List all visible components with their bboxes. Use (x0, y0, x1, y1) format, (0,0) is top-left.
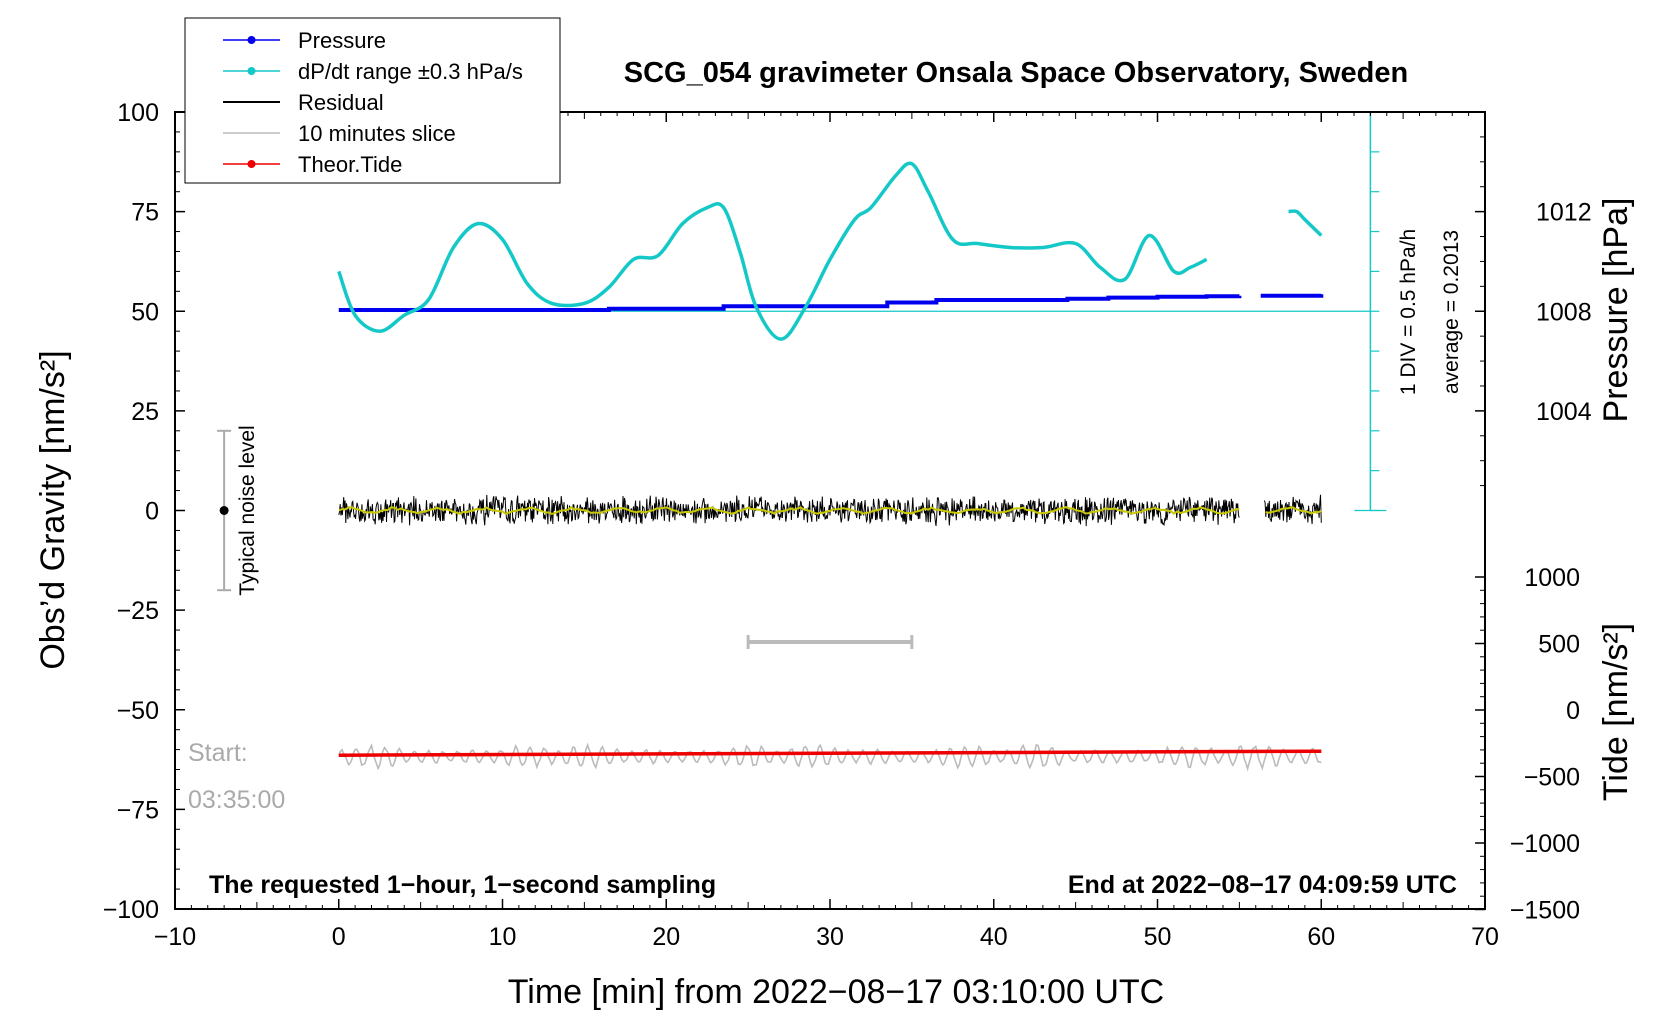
x-tick-label: 70 (1471, 923, 1499, 951)
chart-title: SCG_054 gravimeter Onsala Space Observat… (624, 57, 1408, 89)
tide-series-line (338, 749, 1322, 757)
end-time-note: End at 2022−08−17 04:09:59 UTC (1068, 871, 1457, 899)
y-tick-label: 75 (131, 199, 159, 227)
y-tick-label: −100 (103, 896, 159, 924)
x-tick-label: 40 (980, 923, 1008, 951)
residual-smoothed-line (338, 506, 1322, 515)
series-layer (337, 161, 1324, 772)
sampling-note: The requested 1−hour, 1−second sampling (209, 871, 716, 899)
legend-marker (247, 36, 256, 44)
dpdt-scale-label-1: 1 DIV = 0.5 hPa/h (1397, 229, 1420, 395)
annotation-layer: 1 DIV = 0.5 hPa/h average = 0.2013 Typical… (217, 229, 1463, 650)
legend-entries: Pressure dP/dt range ±0.3 hPa/s Residual 10… (223, 28, 523, 177)
x-tick-label: 0 (332, 923, 346, 951)
y-tick-label: −75 (117, 796, 159, 824)
tide-tick-label: −1000 (1510, 830, 1580, 858)
dpdt-scale-label-2: average = 0.2013 (1440, 230, 1463, 394)
y-tick-label: −50 (117, 697, 159, 725)
tide-tick-label: 1000 (1524, 564, 1580, 592)
tide-axis-title: Tide [nm/s²] (1597, 623, 1635, 801)
pressure-axis-title: Pressure [hPa] (1597, 198, 1635, 423)
legend-box (184, 17, 561, 184)
tide-tick-label: −500 (1524, 764, 1580, 792)
dpdt-series-line-segment-2 (1288, 209, 1323, 237)
pressure-tick-label: 1008 (1536, 298, 1592, 326)
x-tick-label: 10 (489, 923, 517, 951)
x-axis-title: Time [min] from 2022−08−17 03:10:00 UTC (508, 973, 1164, 1011)
y-tick-label: 25 (131, 398, 159, 426)
legend-label: dP/dt range ±0.3 hPa/s (298, 59, 523, 84)
x-tick-label: 60 (1307, 923, 1335, 951)
y-tick-label: 100 (117, 99, 159, 127)
slice-series-line (338, 742, 1322, 772)
start-label: Start: (188, 739, 248, 767)
y-tick-label: 0 (145, 498, 159, 526)
tide-tick-label: −1500 (1510, 897, 1580, 925)
ticks-layer: −10 0 10 20 30 40 50 60 701007550250−25−50−75−10… (103, 99, 1592, 951)
x-tick-label: 20 (652, 923, 680, 951)
tide-tick-label: 0 (1566, 697, 1580, 725)
legend: Pressure dP/dt range ±0.3 hPa/s Residual 10… (184, 17, 561, 184)
x-tick-label: 50 (1144, 923, 1172, 951)
legend-label: Theor.Tide (298, 152, 402, 177)
legend-label: Residual (298, 90, 384, 115)
legend-marker (247, 67, 256, 75)
legend-label: Pressure (298, 28, 386, 53)
noise-bar-label: Typical noise level (236, 425, 259, 595)
pressure-series-line (338, 293, 1324, 312)
pressure-tick-label: 1012 (1536, 199, 1592, 227)
tide-tick-label: 500 (1538, 631, 1580, 659)
y-axis-left-title: Obs’d Gravity [nm/s²] (34, 350, 72, 669)
noise-bar-center (219, 506, 229, 515)
y-tick-label: 50 (131, 298, 159, 326)
start-time: 03:35:00 (188, 786, 285, 814)
y-tick-label: −25 (117, 597, 159, 625)
legend-marker (247, 160, 256, 168)
pressure-tick-label: 1004 (1536, 398, 1592, 426)
dpdt-series-line (337, 161, 1208, 341)
x-tick-label: 30 (816, 923, 844, 951)
legend-label: 10 minutes slice (298, 121, 456, 146)
x-tick-label: −10 (154, 923, 196, 951)
